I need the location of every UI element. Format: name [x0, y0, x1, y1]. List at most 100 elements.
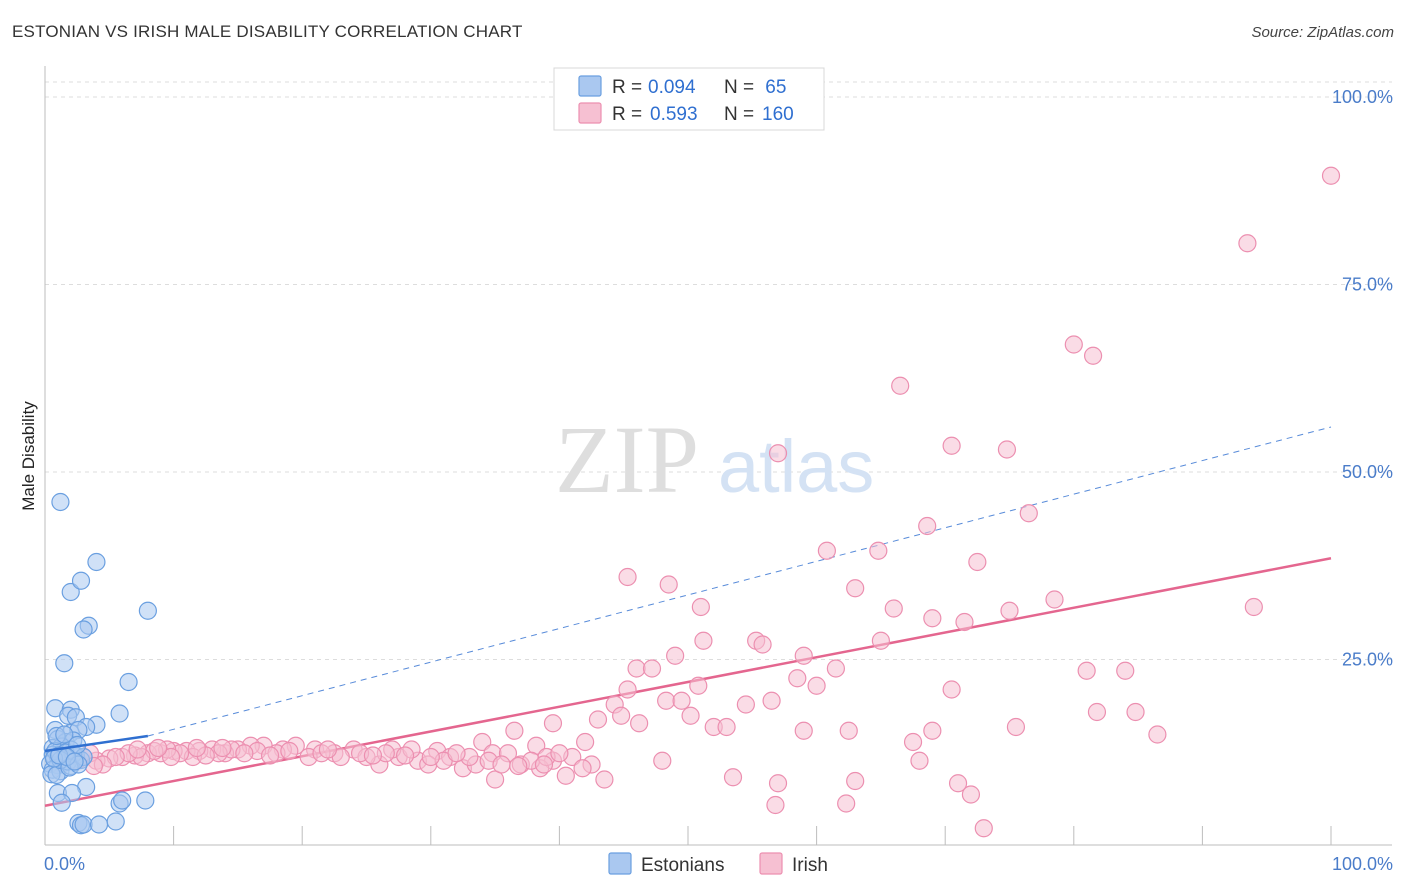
- x-tick-label: 0.0%: [44, 854, 85, 874]
- legend-irish-r-value: 0.593: [650, 104, 698, 125]
- irish-point: [871, 631, 891, 650]
- irish-point: [794, 721, 813, 740]
- irish-point: [891, 376, 910, 395]
- irish-point: [280, 741, 299, 761]
- irish-point: [627, 659, 646, 678]
- legend-estonians-r-value: 0.094: [648, 77, 696, 98]
- trend-layer: [44, 426, 1332, 807]
- irish-point: [421, 747, 440, 767]
- irish-point: [766, 795, 785, 815]
- irish-point: [1083, 346, 1103, 365]
- irish-point: [869, 541, 888, 560]
- irish-point: [968, 552, 987, 572]
- irish-point: [447, 744, 466, 763]
- irish-point: [534, 755, 554, 774]
- irish-point: [672, 691, 691, 710]
- irish-point: [1148, 725, 1167, 744]
- irish-point: [903, 732, 923, 752]
- estonians-point: [87, 552, 106, 572]
- estonians-point: [119, 672, 138, 692]
- watermark: ZIP atlas: [555, 406, 874, 513]
- irish-point: [942, 680, 961, 699]
- irish-point: [573, 759, 592, 778]
- estonians-trend-line-dashed: [147, 426, 1332, 737]
- legend-irish-r-label: R =: [612, 104, 642, 125]
- irish-point: [492, 755, 511, 774]
- irish-point: [213, 738, 232, 758]
- irish-point: [505, 721, 524, 740]
- irish-point: [974, 819, 993, 838]
- watermark-atlas: atlas: [718, 425, 874, 508]
- irish-point: [618, 567, 637, 587]
- estonians-point: [71, 571, 91, 590]
- irish-point: [612, 706, 631, 725]
- legend-estonians-swatch: [578, 75, 602, 97]
- estonians-point: [106, 812, 125, 831]
- irish-point: [550, 744, 569, 763]
- irish-point: [837, 794, 856, 813]
- chart-title: ESTONIAN VS IRISH MALE DISABILITY CORREL…: [12, 22, 523, 41]
- legend-bottom-irish-label: Irish: [792, 855, 828, 876]
- estonians-point: [61, 582, 80, 602]
- legend-bottom-irish-swatch: [759, 852, 783, 875]
- irish-point: [363, 746, 383, 765]
- irish-point: [942, 436, 961, 455]
- irish-point: [187, 738, 206, 758]
- estonians-point: [51, 492, 70, 512]
- irish-point: [717, 717, 736, 737]
- y-axis-title: Male Disability: [19, 401, 38, 511]
- estonians-point: [113, 791, 132, 810]
- estonians-trend-line: [44, 734, 149, 753]
- irish-point: [923, 609, 942, 628]
- estonians-point: [65, 752, 84, 771]
- estonians-point: [89, 815, 109, 834]
- irish-point: [630, 714, 649, 733]
- y-tick-label: 25.0%: [1342, 650, 1393, 670]
- legend-bottom: Estonians Irish: [608, 852, 828, 876]
- irish-point: [807, 676, 826, 695]
- irish-point: [1006, 717, 1026, 737]
- irish-point: [1244, 597, 1263, 617]
- irish-point: [235, 744, 254, 763]
- x-tick-label: 100.0%: [1332, 854, 1393, 874]
- irish-point: [659, 575, 678, 594]
- legend-estonians-r-label: R =: [612, 77, 642, 98]
- irish-point: [1064, 335, 1083, 354]
- irish-point: [839, 721, 858, 740]
- legend-top: R = 0.094 N = 65 R = 0.593 N = 160: [553, 67, 825, 131]
- irish-point: [846, 579, 865, 598]
- y-tick-label: 100.0%: [1332, 87, 1393, 107]
- irish-point: [817, 541, 836, 560]
- irish-point: [1238, 234, 1257, 253]
- irish-point: [736, 695, 755, 714]
- irish-point: [846, 771, 865, 791]
- irish-point: [1087, 702, 1107, 722]
- irish-point: [576, 732, 595, 752]
- irish-point: [161, 747, 181, 767]
- irish-point: [595, 770, 614, 789]
- estonians-point: [110, 704, 129, 723]
- y-tick-label: 50.0%: [1342, 462, 1393, 482]
- irish-point: [788, 669, 807, 688]
- estonians-point: [74, 815, 93, 834]
- legend-irish-swatch: [578, 102, 602, 124]
- irish-point: [618, 680, 637, 699]
- irish-point: [826, 659, 845, 678]
- irish-point: [666, 646, 685, 665]
- irish-point: [556, 766, 575, 785]
- estonians-point: [74, 620, 93, 639]
- legend-estonians-n-label: N =: [724, 77, 754, 98]
- irish-point: [762, 691, 781, 710]
- legend-bottom-estonians-swatch: [608, 852, 632, 875]
- chart-source: Source: ZipAtlas.com: [1251, 24, 1394, 41]
- irish-point: [768, 774, 788, 793]
- irish-point: [1077, 661, 1096, 680]
- irish-point: [689, 676, 708, 695]
- points-layer: [41, 166, 1341, 838]
- irish-point: [681, 706, 700, 725]
- irish-point: [260, 746, 280, 765]
- irish-point: [588, 710, 608, 729]
- irish-point: [486, 770, 505, 789]
- irish-point: [642, 659, 662, 678]
